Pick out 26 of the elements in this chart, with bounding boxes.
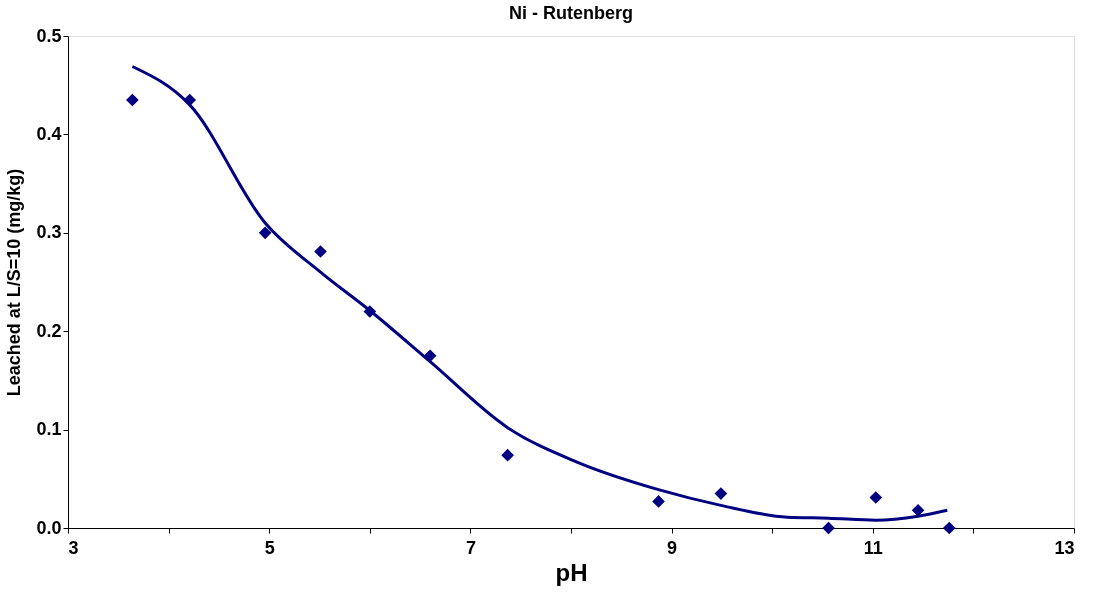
point bbox=[869, 491, 883, 504]
x-axis-title: pH bbox=[555, 558, 588, 586]
x-tick-label: 5 bbox=[264, 537, 275, 558]
y-tick-label: 0.1 bbox=[36, 419, 62, 440]
y-tick-label: 0.0 bbox=[36, 517, 62, 538]
point bbox=[911, 503, 925, 517]
y-tick-label: 0.3 bbox=[36, 222, 62, 243]
chart-title: Ni - Rutenberg bbox=[509, 3, 633, 23]
y-axis-title: Leached at L/S=10 (mg/kg) bbox=[4, 168, 25, 397]
point bbox=[822, 521, 835, 535]
line-series bbox=[130, 65, 949, 522]
y-tick-label: 0.4 bbox=[36, 123, 62, 144]
point bbox=[652, 495, 665, 508]
x-tick-label: 9 bbox=[667, 537, 678, 558]
x-tick-label: 13 bbox=[1054, 537, 1075, 558]
point bbox=[126, 93, 139, 107]
point bbox=[501, 448, 514, 462]
y-tick-label: 0.2 bbox=[36, 320, 62, 341]
x-tick-label: 11 bbox=[863, 537, 883, 558]
x-tick-label: 7 bbox=[465, 537, 476, 558]
point bbox=[714, 487, 728, 500]
x-tick-label: 3 bbox=[68, 537, 79, 558]
point bbox=[258, 226, 272, 240]
point bbox=[314, 245, 327, 258]
point bbox=[942, 521, 956, 535]
y-tick-label: 0.5 bbox=[36, 25, 62, 46]
